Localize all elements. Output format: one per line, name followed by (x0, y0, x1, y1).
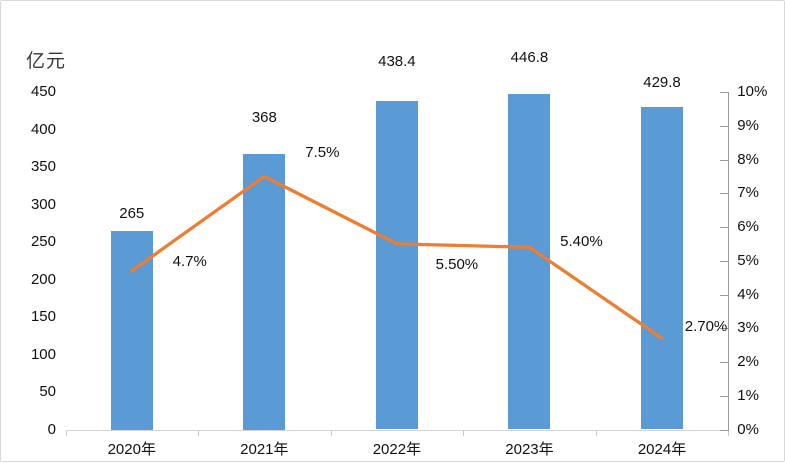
right-axis-tick-label: 6% (737, 218, 759, 235)
line-point-label: 5.50% (435, 255, 479, 273)
right-axis-tick (720, 260, 729, 262)
left-axis-tick-label: 50 (39, 383, 56, 400)
line-point-label: 2.70% (684, 318, 728, 336)
left-axis-tick-label: 250 (30, 233, 56, 250)
line-point-label: 4.7% (172, 252, 207, 270)
right-axis-tick-label: 7% (737, 184, 759, 202)
left-axis-tick-label: 200 (30, 270, 56, 288)
right-axis-tick (720, 125, 729, 127)
left-axis-tick-label: 350 (30, 158, 56, 175)
right-axis-tick (720, 92, 729, 93)
right-axis-tick-label: 3% (737, 319, 759, 337)
line-point-label: 5.40% (560, 233, 603, 251)
x-axis-tick (595, 430, 597, 436)
left-axis-tick-label: 100 (30, 345, 56, 363)
x-axis-category-label: 2022年 (372, 440, 422, 458)
bar-value-label: 368 (251, 108, 277, 126)
right-axis-line (728, 92, 730, 431)
right-axis-tick-label: 10% (737, 83, 768, 100)
x-axis-line (65, 429, 729, 431)
right-axis-tick-label: 0% (737, 420, 759, 438)
x-axis-tick (198, 430, 200, 436)
bar-value-label: 429.8 (643, 74, 681, 92)
x-axis-category-label: 2021年 (240, 440, 289, 458)
right-axis-tick-label: 1% (737, 386, 759, 404)
x-axis-tick (728, 430, 730, 436)
right-axis-tick (720, 429, 729, 431)
line-point-label: 7.5% (305, 144, 340, 162)
x-axis-category-label: 2020年 (107, 440, 156, 458)
right-axis-tick (720, 328, 729, 330)
right-axis-tick (720, 159, 729, 161)
x-axis-tick (463, 430, 465, 436)
x-axis-category-label: 2024年 (637, 440, 687, 458)
bar-value-label: 265 (119, 204, 145, 222)
right-axis-tick-label: 5% (737, 251, 759, 269)
left-axis-tick-label: 400 (30, 120, 56, 138)
left-axis-tick-label: 450 (30, 83, 56, 100)
right-axis-tick (720, 193, 729, 195)
right-axis-tick (720, 227, 729, 228)
right-axis-tick (720, 395, 729, 397)
bar-value-label: 438.4 (378, 52, 416, 70)
right-axis-tick-label: 8% (737, 150, 759, 168)
x-axis-tick (330, 430, 332, 436)
left-axis-tick-label: 0 (47, 420, 56, 438)
left-axis-tick-label: 150 (30, 308, 56, 325)
right-axis-tick-label: 2% (737, 353, 759, 370)
right-axis-tick (720, 294, 729, 296)
right-axis-tick-label: 9% (737, 116, 759, 134)
right-axis-tick (720, 362, 729, 363)
left-axis-title: 亿元 (26, 51, 67, 72)
right-axis-tick-label: 4% (737, 285, 759, 303)
x-axis-category-label: 2023年 (505, 440, 554, 458)
x-axis-tick (65, 430, 67, 436)
left-axis-tick-label: 300 (30, 195, 56, 213)
bar-value-label: 446.8 (510, 49, 549, 67)
